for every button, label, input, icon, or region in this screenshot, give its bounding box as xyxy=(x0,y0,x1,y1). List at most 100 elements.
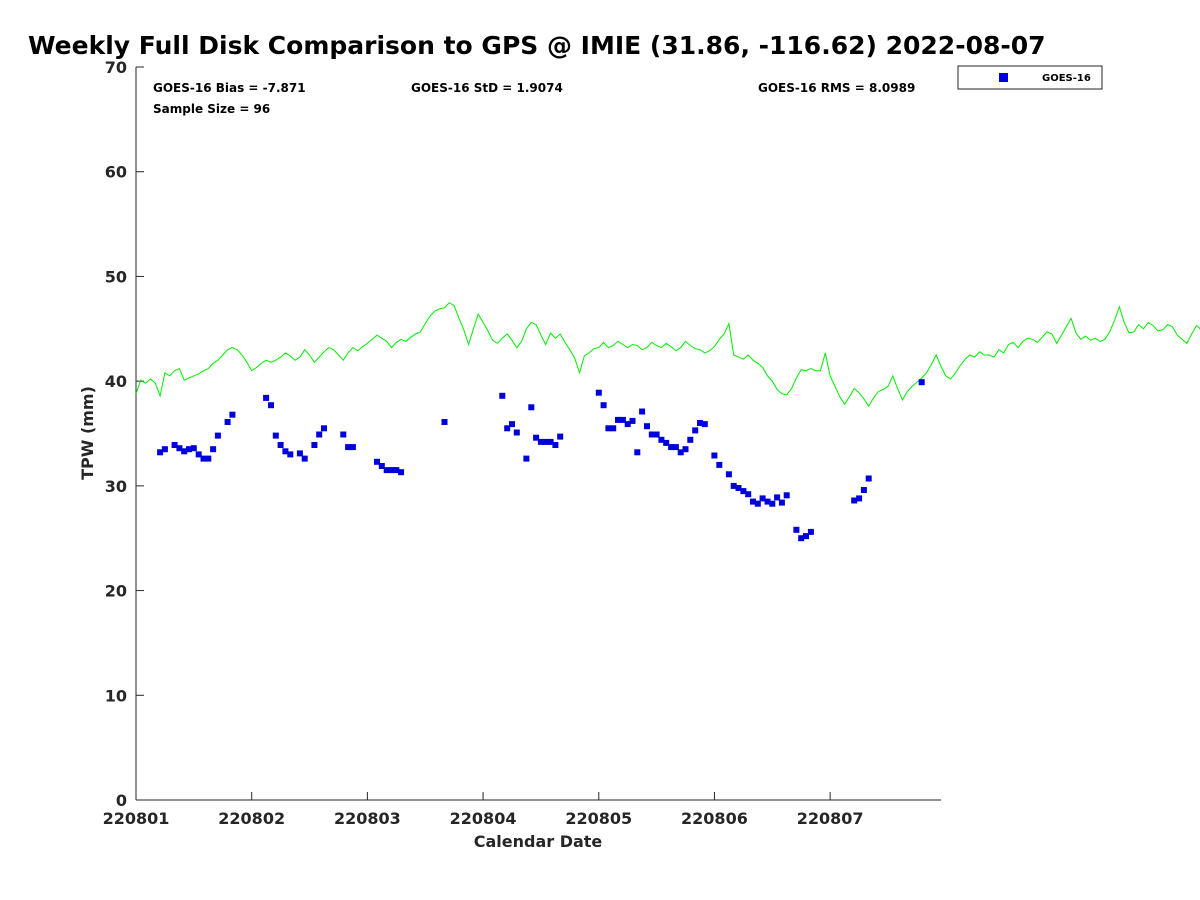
goes16-point xyxy=(716,461,723,468)
x-tick-label: 220806 xyxy=(681,809,748,828)
x-axis-label: Calendar Date xyxy=(474,832,603,851)
goes16-point xyxy=(195,451,202,458)
goes16-point xyxy=(624,421,631,428)
goes16-point xyxy=(600,402,607,409)
stat-std: GOES-16 StD = 1.9074 xyxy=(411,81,563,95)
goes16-point xyxy=(301,455,308,462)
goes16-point xyxy=(687,436,694,443)
goes16-point xyxy=(793,526,800,533)
goes16-point xyxy=(759,495,766,502)
goes16-point xyxy=(803,533,809,540)
goes16-point xyxy=(268,402,274,409)
goes16-point xyxy=(388,467,395,474)
goes16-point xyxy=(615,416,621,423)
goes16-point xyxy=(504,425,511,432)
goes16-point xyxy=(224,419,231,425)
stat-rms: GOES-16 RMS = 8.0989 xyxy=(758,81,915,95)
goes16-point xyxy=(287,451,294,458)
goes16-point xyxy=(229,411,236,418)
y-tick-label: 20 xyxy=(105,582,127,601)
goes16-point xyxy=(629,417,636,424)
x-tick-label: 220801 xyxy=(103,809,170,828)
goes16-point xyxy=(778,499,785,506)
goes16-point xyxy=(499,392,506,399)
goes16-point xyxy=(865,475,872,482)
x-tick-label: 220805 xyxy=(565,809,632,828)
goes16-point xyxy=(851,497,858,504)
goes16-point xyxy=(769,500,776,507)
goes16-point xyxy=(263,394,270,401)
goes16-point xyxy=(176,445,183,452)
legend-box xyxy=(957,65,1103,90)
goes16-point xyxy=(528,404,535,411)
stat-sample-size: Sample Size = 96 xyxy=(153,102,270,116)
goes16-point xyxy=(692,427,699,434)
goes16-point xyxy=(157,449,164,456)
goes16-point xyxy=(349,444,356,451)
x-tick-label: 220807 xyxy=(797,809,864,828)
goes16-point xyxy=(668,444,675,451)
goes16-point xyxy=(677,449,684,456)
x-tick-label: 220804 xyxy=(450,809,517,828)
goes16-point xyxy=(644,423,650,430)
goes16-point xyxy=(181,448,188,455)
goes16-point xyxy=(282,448,289,455)
goes16-point xyxy=(393,467,400,474)
goes16-point xyxy=(441,419,448,425)
goes16-point xyxy=(186,446,192,453)
goes16-point xyxy=(807,528,814,535)
x-tick-label: 220802 xyxy=(218,809,285,828)
goes16-point xyxy=(340,431,347,438)
goes16-point xyxy=(653,431,660,438)
goes16-point xyxy=(345,444,352,451)
goes16-point xyxy=(210,446,217,453)
y-tick-label: 60 xyxy=(105,163,127,182)
goes16-point xyxy=(296,450,303,457)
goes16-point xyxy=(542,438,549,445)
goes16-point xyxy=(701,421,708,428)
goes16-point xyxy=(171,442,178,448)
goes16-point xyxy=(860,487,867,493)
goes16-point xyxy=(316,431,323,438)
chart-title: Weekly Full Disk Comparison to GPS @ IMI… xyxy=(28,31,1046,60)
goes16-point xyxy=(398,469,405,476)
y-tick-label: 30 xyxy=(105,477,127,496)
goes16-point xyxy=(537,438,544,445)
goes16-point xyxy=(798,535,805,542)
goes16-point xyxy=(750,498,756,505)
goes16-point xyxy=(205,455,212,462)
goes16-point xyxy=(682,446,689,453)
gps-line-series xyxy=(135,301,1200,408)
goes16-point xyxy=(383,467,390,474)
goes16-point xyxy=(200,455,207,462)
goes16-point xyxy=(552,442,559,448)
goes16-point xyxy=(523,455,530,462)
goes16-point xyxy=(740,488,747,495)
goes16-point xyxy=(918,379,925,386)
goes16-point xyxy=(311,442,318,448)
goes16-point xyxy=(663,439,670,446)
goes16-point xyxy=(277,442,284,448)
y-tick-label: 50 xyxy=(105,267,127,286)
goes16-point xyxy=(547,438,554,445)
goes16-point xyxy=(658,436,665,443)
y-tick-label: 10 xyxy=(105,686,127,705)
legend: GOES-16 xyxy=(957,65,1103,90)
goes16-point xyxy=(214,432,221,439)
y-axis-label: TPW (mm) xyxy=(78,386,97,480)
goes16-point xyxy=(764,498,771,505)
goes16-point xyxy=(634,449,641,456)
goes16-point xyxy=(378,463,385,469)
goes16-point xyxy=(374,458,380,465)
goes16-point xyxy=(557,433,564,440)
goes16-point xyxy=(610,425,617,432)
goes16-scatter-series xyxy=(157,379,925,542)
goes16-point xyxy=(533,434,540,441)
goes16-point xyxy=(754,500,761,507)
goes16-point xyxy=(619,416,626,423)
x-ticks: 220801 220802 220803 220804 220805 220806 2208… xyxy=(103,792,864,828)
goes16-point xyxy=(513,429,520,436)
legend-label-goes16: GOES-16 xyxy=(1042,73,1091,84)
y-ticks: 0 10 20 30 40 50 60 70 xyxy=(105,58,144,810)
